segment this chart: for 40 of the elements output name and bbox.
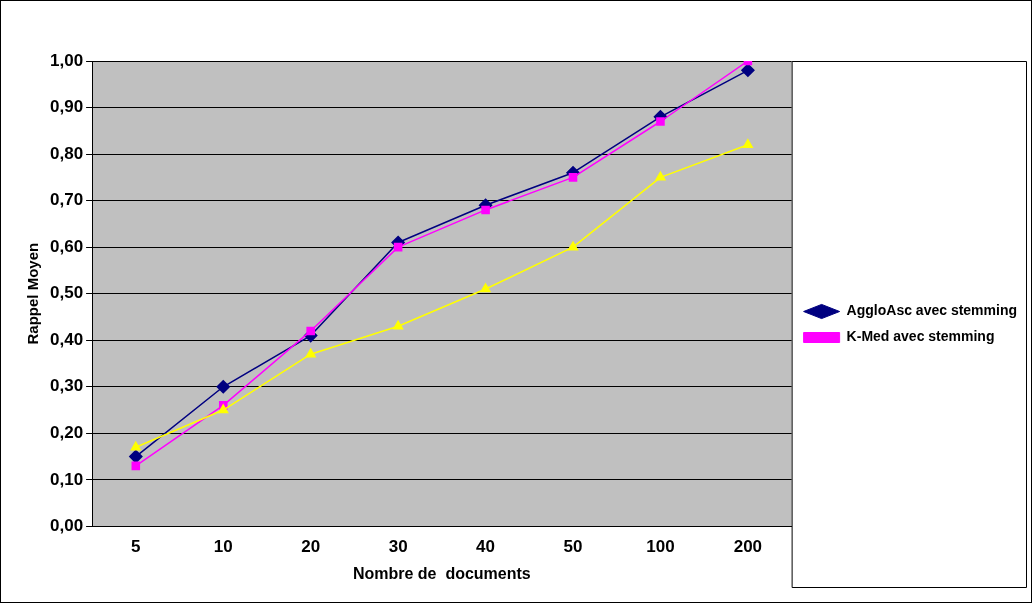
x-tick-label: 40 <box>476 537 496 557</box>
point <box>568 173 578 182</box>
y-tick-label: 0,10 <box>49 469 84 489</box>
x-tick-label: 50 <box>563 537 583 557</box>
point <box>742 139 753 149</box>
point <box>480 283 491 293</box>
point <box>305 348 316 358</box>
point <box>655 171 666 181</box>
point <box>216 380 230 394</box>
legend-label: AggloAsc avec stemming <box>846 302 1017 319</box>
y-tick-label: 0,60 <box>49 236 84 256</box>
x-tick-label: 30 <box>388 537 408 557</box>
x-tick-label: 100 <box>646 537 675 557</box>
point <box>393 320 404 330</box>
point <box>131 461 141 471</box>
legend-label: K-Med avec stemming <box>846 328 995 345</box>
y-tick-label: 0,90 <box>49 97 84 117</box>
x-tick-label: 5 <box>131 537 141 557</box>
x-tick-label: 200 <box>733 537 763 557</box>
point <box>306 326 315 336</box>
point <box>656 117 665 126</box>
point <box>741 63 755 78</box>
point <box>393 242 403 252</box>
point <box>129 449 143 464</box>
y-tick-label: 0,40 <box>49 329 84 349</box>
point <box>130 441 141 451</box>
y-tick-label: 0,80 <box>49 143 84 163</box>
point <box>218 404 229 414</box>
y-axis-title: Rappel Moyen <box>24 242 42 345</box>
y-tick-label: 0,50 <box>49 283 84 303</box>
x-tick-label: 10 <box>213 537 233 557</box>
point <box>567 241 579 251</box>
y-tick-label: 0,30 <box>49 376 84 396</box>
x-axis-title: Nombre de documents <box>352 564 531 582</box>
y-tick-label: 0,00 <box>49 516 84 536</box>
y-tick-label: 0,20 <box>49 423 84 443</box>
y-tick-label: 0,70 <box>49 190 84 210</box>
x-tick-label: 20 <box>301 537 321 557</box>
y-tick-label: 1,00 <box>49 50 84 70</box>
point <box>481 205 490 215</box>
